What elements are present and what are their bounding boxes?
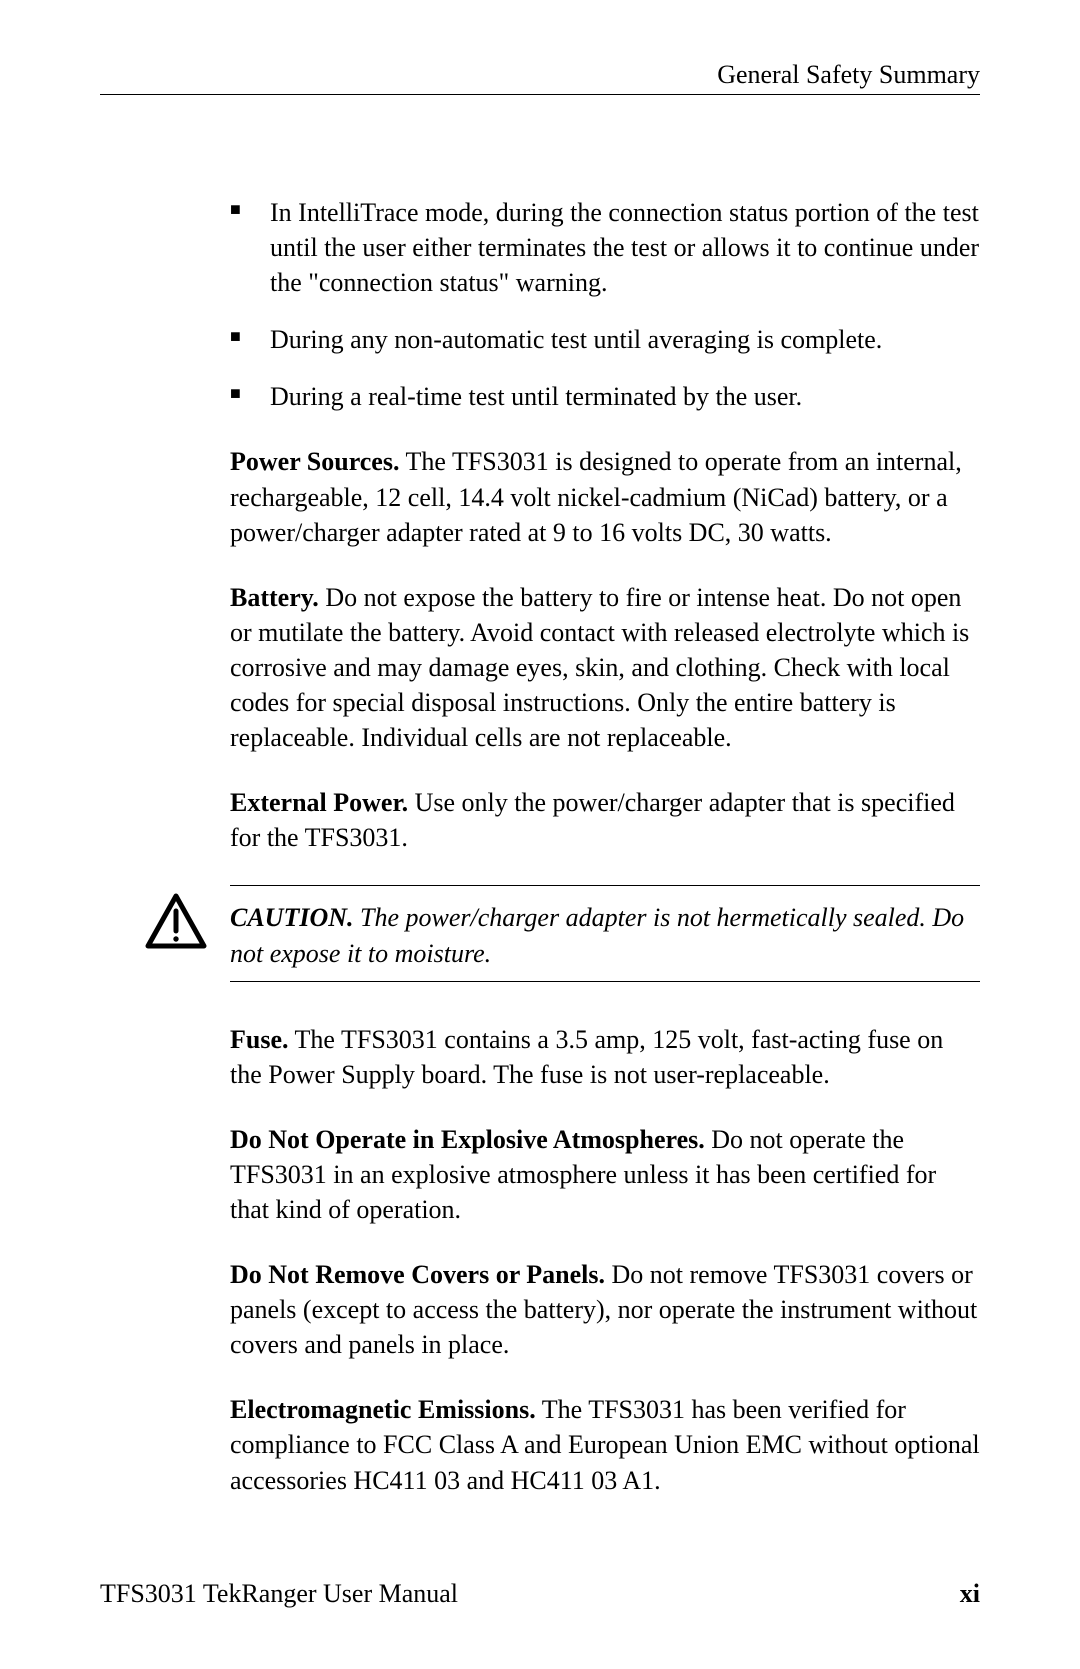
para-lead: Power Sources. bbox=[230, 447, 399, 476]
caution-exclaim-dot bbox=[173, 937, 178, 942]
bullet-list: In IntelliTrace mode, during the connect… bbox=[230, 195, 980, 414]
caution-text: CAUTION. The power/charger adapter is no… bbox=[230, 900, 980, 970]
main-content-continued: Fuse. The TFS3031 contains a 3.5 amp, 12… bbox=[230, 1022, 980, 1498]
list-item: In IntelliTrace mode, during the connect… bbox=[230, 195, 980, 300]
paragraph-covers: Do Not Remove Covers or Panels. Do not r… bbox=[230, 1257, 980, 1362]
para-lead: Fuse. bbox=[230, 1025, 289, 1054]
paragraph-fuse: Fuse. The TFS3031 contains a 3.5 amp, 12… bbox=[230, 1022, 980, 1092]
page: General Safety Summary In IntelliTrace m… bbox=[0, 0, 1080, 1669]
header-title: General Safety Summary bbox=[717, 60, 980, 89]
paragraph-emc: Electromagnetic Emissions. The TFS3031 h… bbox=[230, 1392, 980, 1497]
paragraph-power-sources: Power Sources. The TFS3031 is designed t… bbox=[230, 444, 980, 549]
caution-label: CAUTION. bbox=[230, 903, 354, 932]
para-body: Do not expose the battery to fire or int… bbox=[230, 583, 969, 752]
para-lead: Do Not Operate in Explosive Atmospheres. bbox=[230, 1125, 705, 1154]
main-content: In IntelliTrace mode, during the connect… bbox=[230, 195, 980, 855]
footer-page-number: xi bbox=[960, 1579, 980, 1609]
para-lead: Electromagnetic Emissions. bbox=[230, 1395, 536, 1424]
page-header: General Safety Summary bbox=[100, 60, 980, 95]
caution-text-wrap: CAUTION. The power/charger adapter is no… bbox=[230, 885, 980, 981]
caution-icon bbox=[145, 893, 207, 954]
para-lead: Do Not Remove Covers or Panels. bbox=[230, 1260, 605, 1289]
list-item: During any non-automatic test until aver… bbox=[230, 322, 980, 357]
para-lead: External Power. bbox=[230, 788, 408, 817]
para-body: The TFS3031 contains a 3.5 amp, 125 volt… bbox=[230, 1025, 943, 1089]
footer-manual-title: TFS3031 TekRanger User Manual bbox=[100, 1579, 458, 1609]
page-footer: TFS3031 TekRanger User Manual xi bbox=[100, 1579, 980, 1609]
para-lead: Battery. bbox=[230, 583, 319, 612]
paragraph-explosive: Do Not Operate in Explosive Atmospheres.… bbox=[230, 1122, 980, 1227]
paragraph-external-power: External Power. Use only the power/charg… bbox=[230, 785, 980, 855]
caution-block: CAUTION. The power/charger adapter is no… bbox=[100, 885, 980, 981]
list-item: During a real-time test until terminated… bbox=[230, 379, 980, 414]
paragraph-battery: Battery. Do not expose the battery to fi… bbox=[230, 580, 980, 755]
